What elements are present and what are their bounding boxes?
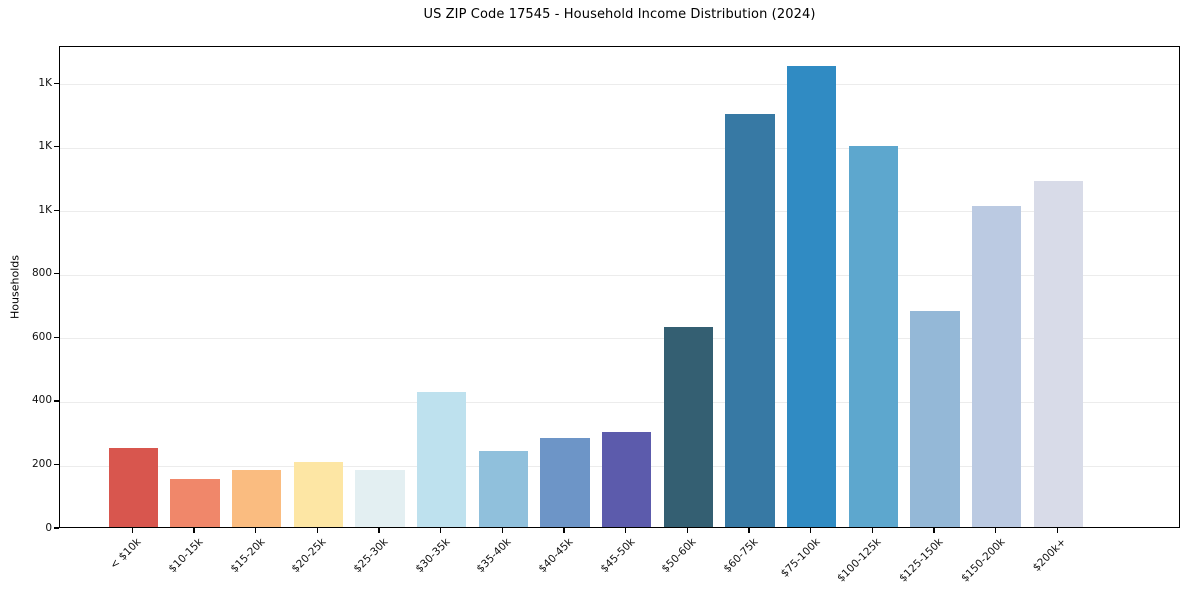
gridline-600 — [60, 338, 1179, 340]
chart-title: US ZIP Code 17545 - Household Income Dis… — [423, 7, 816, 22]
y-tick-mark — [54, 146, 59, 148]
y-axis-label: Households — [8, 255, 22, 319]
gridline-1400 — [60, 84, 1179, 86]
gridline-1000 — [60, 211, 1179, 213]
bar-20-25k — [293, 461, 343, 527]
y-tick-mark — [54, 527, 59, 529]
y-tick-mark — [54, 400, 59, 402]
x-tick-label: $200k+ — [1030, 536, 1069, 574]
x-tick-label: $35-40k — [474, 536, 514, 576]
x-tick-label: $15-20k — [228, 536, 268, 576]
y-tick-mark — [54, 82, 59, 84]
gridline-800 — [60, 274, 1179, 276]
x-tick-label: < $10k — [108, 536, 144, 572]
plot-area — [59, 46, 1180, 528]
x-tick-mark — [131, 528, 134, 533]
y-tick-mark — [54, 273, 59, 275]
bar-125-150k — [910, 310, 960, 527]
x-tick-label: $125-150k — [896, 536, 946, 585]
bar-60-75k — [725, 113, 775, 527]
x-tick-label: $50-60k — [659, 536, 699, 576]
x-tick-label: $10-15k — [166, 536, 206, 576]
bar-15-20k — [232, 469, 282, 527]
bar-40-45k — [540, 438, 590, 527]
bar-100-125k — [848, 145, 898, 527]
x-tick-label: $40-45k — [536, 536, 576, 576]
bar-150-200k — [972, 206, 1022, 527]
bar-200k+ — [1033, 180, 1083, 527]
x-tick-mark — [440, 528, 442, 533]
y-tick-mark — [54, 209, 59, 211]
y-tick-label: 600 — [31, 330, 52, 343]
y-tick-label: 200 — [31, 458, 52, 470]
x-tick-mark — [748, 528, 750, 533]
gridline-1200 — [60, 147, 1179, 149]
bar-10-15k — [170, 479, 220, 527]
x-tick-mark — [563, 528, 565, 533]
x-tick-label: $150-200k — [958, 536, 1008, 585]
x-tick-mark — [378, 528, 380, 533]
x-tick-label: $60-75k — [721, 536, 761, 576]
x-tick-label: $30-35k — [413, 536, 453, 576]
x-tick-label: $75-100k — [778, 536, 823, 580]
x-tick-mark — [501, 528, 503, 533]
bar-30-35k — [417, 392, 467, 527]
x-tick-label: $100-125k — [835, 536, 884, 585]
y-tick-label: 0 — [45, 521, 52, 534]
x-tick-mark — [625, 528, 627, 533]
x-tick-mark — [193, 528, 195, 533]
bar-35-40k — [478, 450, 528, 527]
x-tick-mark — [809, 528, 812, 533]
y-tick-mark — [54, 336, 59, 339]
y-tick-mark — [54, 463, 59, 466]
x-tick-mark — [686, 528, 688, 533]
y-tick-label: 1K — [38, 76, 52, 89]
bar-75-100k — [787, 66, 837, 527]
bar-10k — [108, 447, 158, 527]
y-tick-label: 400 — [31, 394, 52, 407]
bar-45-50k — [602, 431, 652, 527]
x-tick-label: $20-25k — [289, 536, 329, 576]
bar-50-60k — [663, 326, 713, 527]
x-tick-mark — [871, 528, 873, 533]
x-tick-label: $25-30k — [351, 536, 391, 576]
x-tick-mark — [933, 528, 935, 533]
bar-25-30k — [355, 469, 405, 527]
x-tick-label: $45-50k — [598, 536, 638, 576]
y-tick-label: 800 — [31, 267, 52, 280]
x-tick-mark — [316, 528, 319, 533]
x-tick-mark — [994, 528, 997, 533]
x-tick-mark — [1056, 528, 1058, 533]
gridline-400 — [60, 401, 1179, 403]
y-tick-label: 1K — [38, 140, 52, 153]
x-tick-mark — [255, 528, 257, 533]
y-tick-label: 1K — [38, 203, 52, 216]
